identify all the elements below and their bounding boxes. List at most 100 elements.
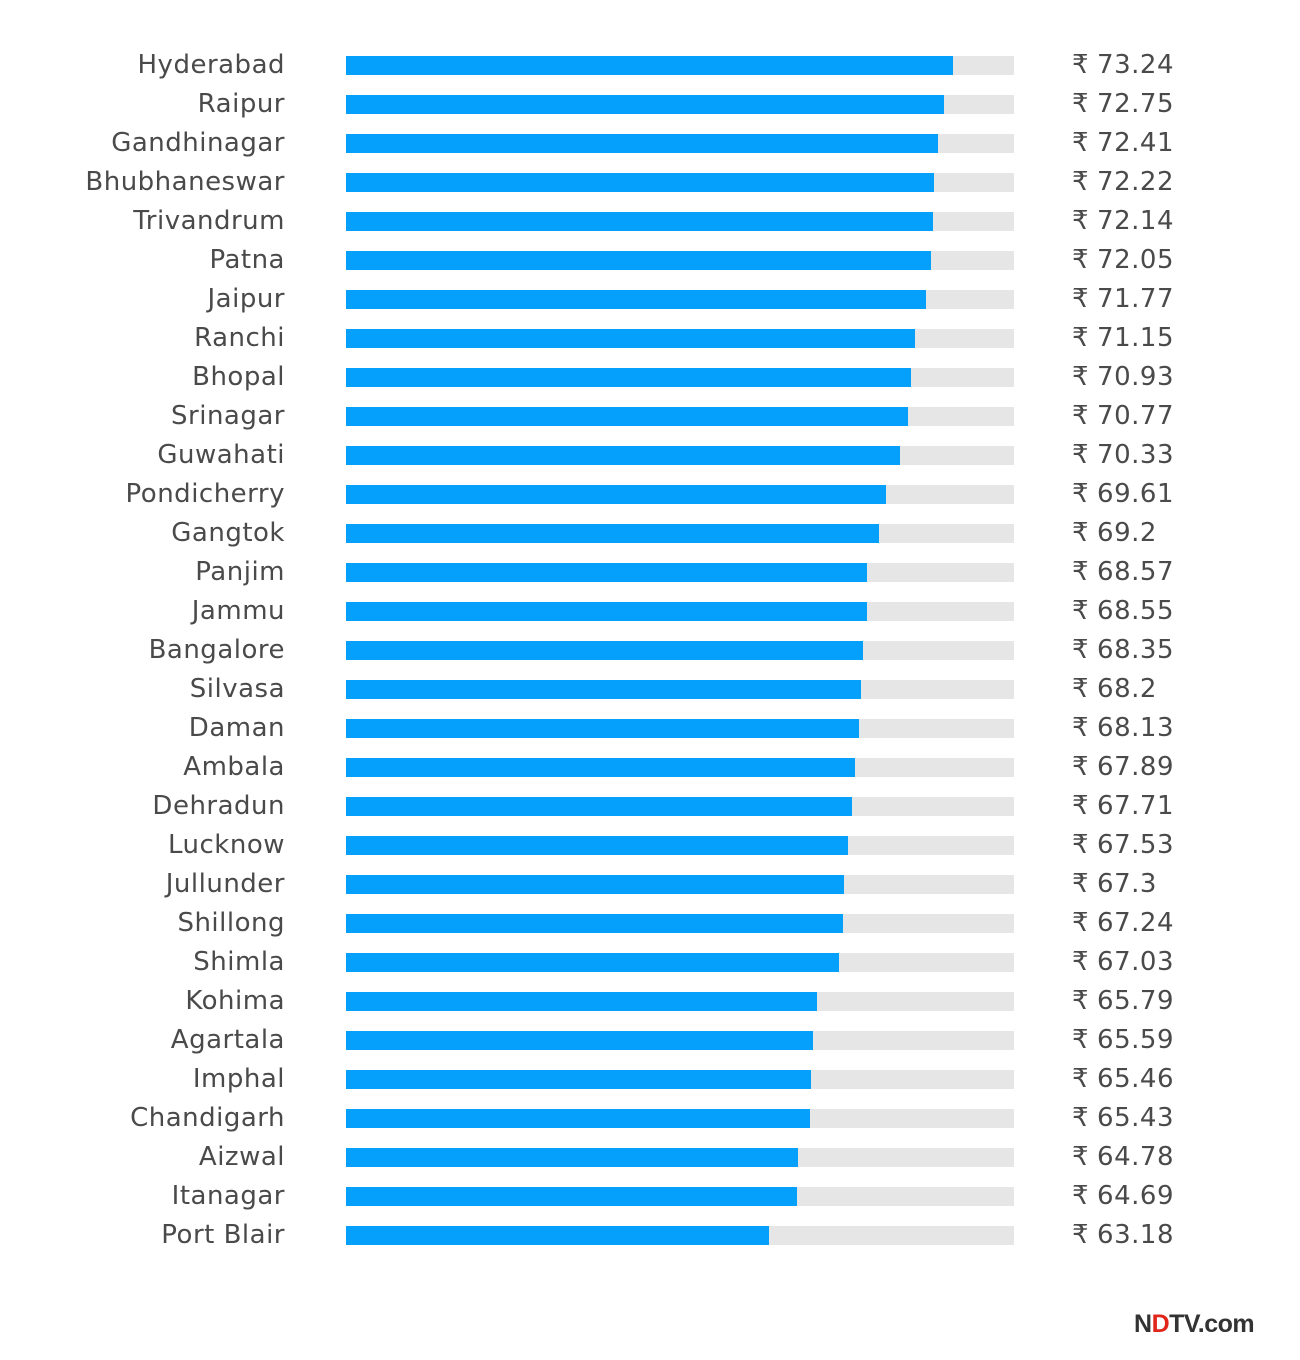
bar bbox=[346, 1070, 811, 1089]
category-label: Jaipur bbox=[207, 284, 285, 314]
bar bbox=[346, 914, 843, 933]
bar-row: Jammu ₹68.55 bbox=[0, 592, 1300, 631]
value-text: 64.69 bbox=[1097, 1181, 1174, 1211]
rupee-icon: ₹ bbox=[1072, 206, 1090, 236]
bar-row: Ambala ₹67.89 bbox=[0, 748, 1300, 787]
bar bbox=[346, 173, 934, 192]
category-label: Srinagar bbox=[171, 401, 285, 431]
category-label: Bhopal bbox=[192, 362, 285, 392]
rupee-icon: ₹ bbox=[1072, 1103, 1090, 1133]
bar-row: Patna ₹72.05 bbox=[0, 241, 1300, 280]
rupee-icon: ₹ bbox=[1072, 479, 1090, 509]
bar bbox=[346, 407, 908, 426]
bar-row: Shillong ₹67.24 bbox=[0, 904, 1300, 943]
bar bbox=[346, 758, 855, 777]
bar bbox=[346, 212, 933, 231]
category-label: Patna bbox=[209, 245, 285, 275]
bar-track bbox=[346, 251, 1014, 270]
bar-track bbox=[346, 602, 1014, 621]
value-label: ₹72.14 bbox=[1072, 202, 1174, 241]
rupee-icon: ₹ bbox=[1072, 713, 1090, 743]
rupee-icon: ₹ bbox=[1072, 128, 1090, 158]
rupee-icon: ₹ bbox=[1072, 830, 1090, 860]
bar-track bbox=[346, 758, 1014, 777]
value-label: ₹65.79 bbox=[1072, 982, 1174, 1021]
value-label: ₹67.71 bbox=[1072, 787, 1174, 826]
value-label: ₹69.2 bbox=[1072, 514, 1157, 553]
category-label: Bangalore bbox=[148, 635, 285, 665]
rupee-icon: ₹ bbox=[1072, 401, 1090, 431]
bar-track bbox=[346, 524, 1014, 543]
bar bbox=[346, 875, 844, 894]
rupee-icon: ₹ bbox=[1072, 557, 1090, 587]
bar bbox=[346, 1031, 813, 1050]
bar-row: Bhopal ₹70.93 bbox=[0, 358, 1300, 397]
category-label: Pondicherry bbox=[125, 479, 285, 509]
value-text: 65.79 bbox=[1097, 986, 1174, 1016]
rupee-icon: ₹ bbox=[1072, 323, 1090, 353]
bar-row: Pondicherry ₹69.61 bbox=[0, 475, 1300, 514]
bar-track bbox=[346, 56, 1014, 75]
category-label: Gandhinagar bbox=[111, 128, 285, 158]
category-label: Imphal bbox=[192, 1064, 285, 1094]
value-text: 70.77 bbox=[1097, 401, 1174, 431]
category-label: Gangtok bbox=[171, 518, 285, 548]
bar-track bbox=[346, 914, 1014, 933]
bar-track bbox=[346, 1109, 1014, 1128]
category-label: Jullunder bbox=[165, 869, 285, 899]
bar-row: Shimla ₹67.03 bbox=[0, 943, 1300, 982]
value-label: ₹69.61 bbox=[1072, 475, 1174, 514]
bar-row: Panjim ₹68.57 bbox=[0, 553, 1300, 592]
bar-row: Bangalore ₹68.35 bbox=[0, 631, 1300, 670]
category-label: Chandigarh bbox=[130, 1103, 285, 1133]
value-label: ₹65.59 bbox=[1072, 1021, 1174, 1060]
category-label: Panjim bbox=[195, 557, 285, 587]
category-label: Kohima bbox=[185, 986, 285, 1016]
bar bbox=[346, 95, 944, 114]
bar bbox=[346, 1148, 798, 1167]
rupee-icon: ₹ bbox=[1072, 284, 1090, 314]
value-text: 65.43 bbox=[1097, 1103, 1174, 1133]
value-label: ₹68.13 bbox=[1072, 709, 1174, 748]
value-text: 69.2 bbox=[1097, 518, 1157, 548]
value-text: 70.33 bbox=[1097, 440, 1174, 470]
bar bbox=[346, 719, 859, 738]
bar-track bbox=[346, 95, 1014, 114]
bar bbox=[346, 329, 915, 348]
bar bbox=[346, 797, 852, 816]
rupee-icon: ₹ bbox=[1072, 518, 1090, 548]
bar-track bbox=[346, 836, 1014, 855]
bar-track bbox=[346, 407, 1014, 426]
value-text: 68.57 bbox=[1097, 557, 1174, 587]
rupee-icon: ₹ bbox=[1072, 167, 1090, 197]
value-text: 67.03 bbox=[1097, 947, 1174, 977]
rupee-icon: ₹ bbox=[1072, 596, 1090, 626]
category-label: Lucknow bbox=[167, 830, 285, 860]
logo-mark: D bbox=[1151, 1310, 1170, 1338]
value-text: 68.55 bbox=[1097, 596, 1174, 626]
value-text: 71.15 bbox=[1097, 323, 1174, 353]
bar-row: Itanagar ₹64.69 bbox=[0, 1177, 1300, 1216]
bar-row: Agartala ₹65.59 bbox=[0, 1021, 1300, 1060]
value-label: ₹67.24 bbox=[1072, 904, 1174, 943]
value-text: 68.2 bbox=[1097, 674, 1157, 704]
logo-text-start: N bbox=[1134, 1310, 1152, 1338]
bar-track bbox=[346, 680, 1014, 699]
bar-row: Chandigarh ₹65.43 bbox=[0, 1099, 1300, 1138]
rupee-icon: ₹ bbox=[1072, 50, 1090, 80]
value-text: 73.24 bbox=[1097, 50, 1174, 80]
value-text: 71.77 bbox=[1097, 284, 1174, 314]
value-label: ₹67.03 bbox=[1072, 943, 1174, 982]
value-label: ₹73.24 bbox=[1072, 46, 1174, 85]
value-text: 67.3 bbox=[1097, 869, 1157, 899]
bar-row: Guwahati ₹70.33 bbox=[0, 436, 1300, 475]
value-label: ₹71.15 bbox=[1072, 319, 1174, 358]
bar-row: Srinagar ₹70.77 bbox=[0, 397, 1300, 436]
value-text: 69.61 bbox=[1097, 479, 1174, 509]
category-label: Hyderabad bbox=[137, 50, 285, 80]
value-label: ₹70.93 bbox=[1072, 358, 1174, 397]
bar-track bbox=[346, 719, 1014, 738]
rupee-icon: ₹ bbox=[1072, 1025, 1090, 1055]
value-label: ₹65.46 bbox=[1072, 1060, 1174, 1099]
category-label: Itanagar bbox=[171, 1181, 285, 1211]
